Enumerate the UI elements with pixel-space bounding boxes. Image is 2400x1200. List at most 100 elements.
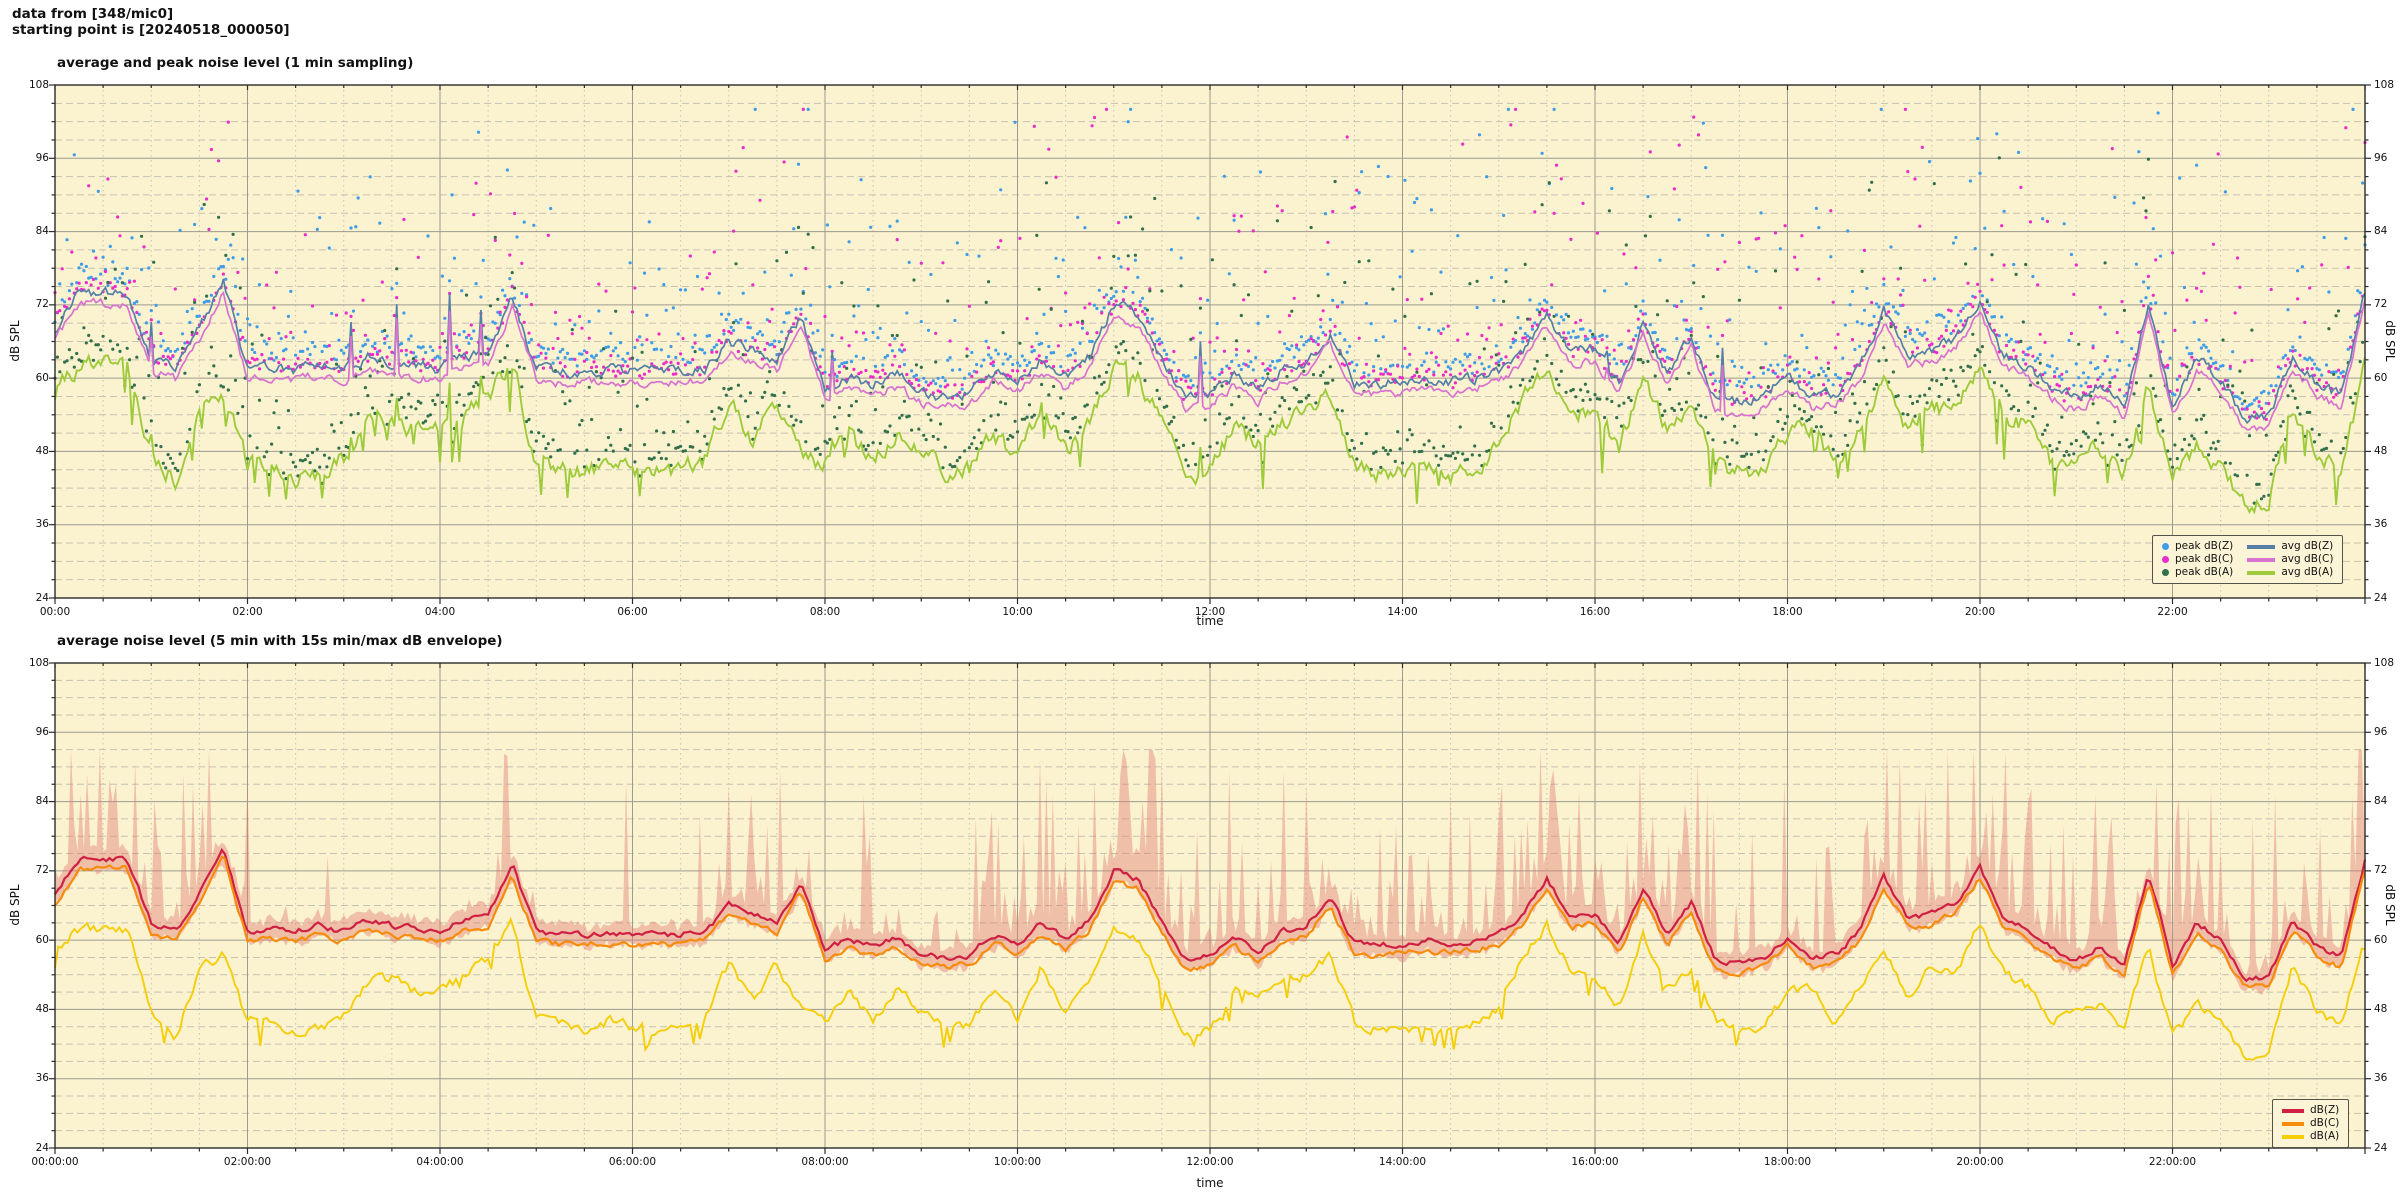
plot2-canvas [49, 662, 2371, 1154]
y-tick-label-left: 36 [35, 518, 49, 531]
y-tick-label-right: 24 [2374, 591, 2388, 604]
legend-label: peak dB(A) [2175, 566, 2234, 578]
legend-dot-swatch [2162, 543, 2169, 550]
x-tick-label: 14:00:00 [1378, 1156, 1427, 1168]
x-tick-label: 06:00 [617, 606, 648, 618]
line-dbc [54, 855, 2367, 989]
y-tick-label-left: 72 [35, 864, 49, 877]
legend-label: dB(A) [2310, 1130, 2340, 1142]
x-tick-label: 10:00 [1002, 606, 1033, 618]
plot1-legend: peak dB(Z) peak dB(C) peak dB(A) avg dB(Z) a… [2152, 535, 2344, 584]
x-tick-label: 16:00 [1579, 606, 1611, 618]
y-tick-label-left: 48 [35, 1002, 49, 1015]
y-tick-label-right: 96 [2374, 151, 2388, 164]
y-tick-label-left: 108 [28, 78, 49, 91]
y-tick-label-left: 108 [28, 656, 49, 669]
y-tick-label-left: 96 [35, 151, 49, 164]
y-tick-label-left: 24 [35, 591, 49, 604]
plot1-xlabel: time [1196, 614, 1224, 628]
legend-item-db-z-: dB(Z) [2282, 1104, 2339, 1117]
x-tick-label: 18:00 [1772, 606, 1803, 618]
y-tick-label-right: 72 [2374, 298, 2388, 311]
plot-group [49, 662, 2371, 1154]
plot2-xlabel: time [1196, 1176, 1224, 1190]
legend-dot-swatch [2162, 569, 2169, 576]
x-tick-label: 22:00 [2157, 606, 2188, 618]
header-line-2: starting point is [20240518_000050] [12, 22, 290, 38]
legend-label: peak dB(Z) [2175, 540, 2234, 552]
header-line-1: data from [348/mic0] [12, 6, 174, 22]
y-tick-label-left: 84 [35, 795, 49, 808]
x-tick-label: 20:00:00 [1956, 1156, 2004, 1168]
y-tick-label-right: 60 [2374, 371, 2388, 384]
x-tick-label: 18:00:00 [1763, 1156, 1812, 1168]
legend-line-swatch [2282, 1134, 2304, 1139]
y-tick-label-right: 84 [2374, 225, 2388, 238]
y-tick-label-right: 108 [2374, 78, 2395, 91]
y-tick-label-left: 48 [35, 444, 49, 457]
y-tick-label-left: 60 [35, 933, 49, 946]
plot1-title: average and peak noise level (1 min samp… [57, 55, 414, 71]
y-tick-label-left: 84 [35, 225, 49, 238]
y-tick-label-right: 36 [2374, 518, 2388, 531]
plot2-title: average noise level (5 min with 15s min/… [57, 633, 503, 649]
plot-border [54, 84, 2366, 599]
plot1-ylabel-left: dB SPL [8, 320, 22, 362]
y-tick-label-right: 36 [2374, 1072, 2388, 1085]
line-dbz [54, 847, 2367, 983]
x-tick-label: 02:00:00 [223, 1156, 272, 1168]
plot2-ylabel-left: dB SPL [8, 884, 22, 926]
legend-line-swatch [2247, 570, 2276, 575]
y-tick-label-right: 60 [2374, 933, 2388, 946]
envelope-band-dbz [55, 749, 2365, 995]
legend-line-swatch [2247, 544, 2276, 549]
y-tick-label-left: 36 [35, 1072, 49, 1085]
x-tick-label: 20:00 [1964, 606, 1996, 618]
legend-line-swatch [2282, 1121, 2304, 1126]
legend-line-swatch [2247, 557, 2276, 562]
legend-item-peak-db-a-: peak dB(A) [2162, 566, 2233, 579]
legend-item-avg-db-c-: avg dB(C) [2247, 553, 2333, 566]
plot1-ylabel-right: dB SPL [2383, 320, 2397, 362]
legend-label: dB(Z) [2310, 1104, 2340, 1116]
x-tick-label: 10:00:00 [993, 1156, 1042, 1168]
y-tick-label-left: 96 [35, 725, 49, 738]
line-avg-dbc [54, 291, 2366, 432]
x-tick-label: 08:00 [809, 606, 841, 618]
y-tick-label-left: 72 [35, 298, 49, 311]
y-tick-label-right: 24 [2374, 1141, 2388, 1154]
x-tick-label: 22:00:00 [2148, 1156, 2197, 1168]
legend-item-avg-db-a-: avg dB(A) [2247, 566, 2333, 579]
x-tick-label: 00:00 [39, 606, 71, 618]
line-avg-dbz [54, 278, 2366, 425]
plot2-ylabel-right: dB SPL [2383, 884, 2397, 926]
y-tick-label-right: 48 [2374, 1002, 2388, 1015]
plot-group [49, 84, 2371, 604]
x-tick-label: 08:00:00 [801, 1156, 849, 1168]
x-tick-label: 04:00:00 [416, 1156, 464, 1168]
x-tick-label: 00:00:00 [31, 1156, 79, 1168]
legend-label: avg dB(A) [2281, 566, 2334, 578]
x-tick-label: 12:00 [1194, 606, 1226, 618]
x-tick-label: 16:00:00 [1571, 1156, 1619, 1168]
plot1-canvas [49, 84, 2371, 604]
y-tick-label-right: 108 [2374, 656, 2395, 669]
x-tick-label: 02:00 [232, 606, 263, 618]
legend-line-swatch [2282, 1108, 2304, 1113]
y-tick-label-right: 84 [2374, 795, 2388, 808]
y-tick-label-right: 96 [2374, 725, 2388, 738]
line-dba [54, 916, 2366, 1062]
legend-item-peak-db-c-: peak dB(C) [2162, 553, 2233, 566]
legend-dot-swatch [2162, 556, 2169, 563]
legend-label: avg dB(Z) [2281, 540, 2334, 552]
x-tick-label: 14:00 [1387, 606, 1418, 618]
y-tick-label-right: 48 [2374, 444, 2388, 457]
plot-border [54, 662, 2366, 1149]
y-tick-label-right: 72 [2374, 864, 2388, 877]
x-tick-label: 06:00:00 [608, 1156, 657, 1168]
legend-label: peak dB(C) [2175, 553, 2234, 565]
legend-item-avg-db-z-: avg dB(Z) [2247, 540, 2333, 553]
y-tick-label-left: 24 [35, 1141, 49, 1154]
x-tick-label: 04:00 [424, 606, 456, 618]
